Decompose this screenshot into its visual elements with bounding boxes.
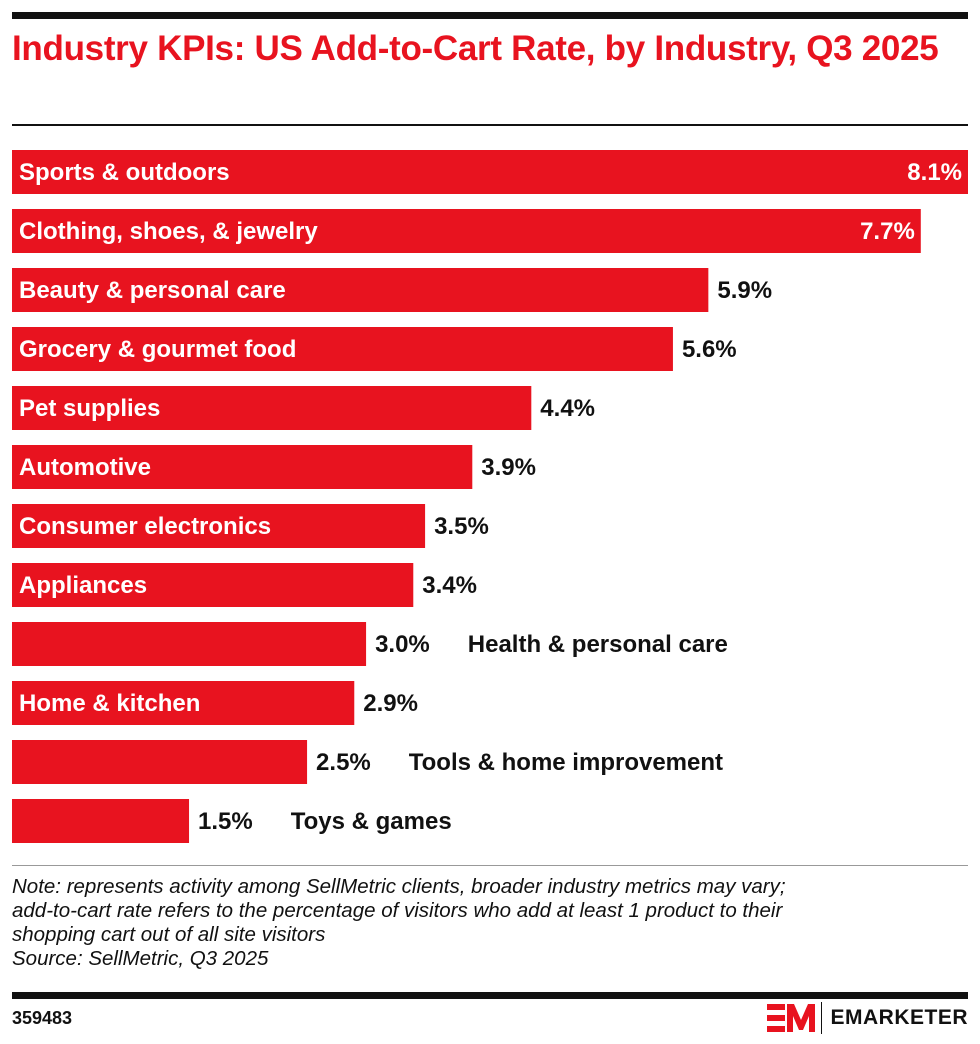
category-label: Tools & home improvement	[409, 749, 723, 776]
bar	[12, 209, 921, 253]
logo-separator	[821, 1002, 823, 1034]
value-label: 3.9%	[481, 454, 536, 481]
bottom-rule	[12, 992, 968, 999]
brand-name: EMARKETER	[830, 1006, 968, 1029]
category-label: Grocery & gourmet food	[19, 336, 296, 363]
value-label: 3.0%	[375, 631, 430, 658]
bar	[12, 740, 308, 784]
category-label: Home & kitchen	[19, 690, 200, 717]
value-label: 2.9%	[363, 690, 418, 717]
category-label: Automotive	[19, 454, 151, 481]
category-label: Pet supplies	[19, 395, 160, 422]
category-label: Consumer electronics	[19, 513, 271, 540]
emarketer-logo: EMARKETER	[767, 1002, 968, 1034]
note-line: shopping cart out of all site visitors	[12, 923, 326, 946]
value-label: 1.5%	[198, 808, 253, 835]
source-line: Source: SellMetric, Q3 2025	[12, 947, 269, 970]
top-rule	[12, 12, 968, 19]
title-divider	[12, 124, 968, 126]
bar	[12, 445, 473, 489]
chart-title: Industry KPIs: US Add-to-Cart Rate, by I…	[12, 29, 939, 68]
bar	[12, 622, 367, 666]
bar	[12, 150, 968, 194]
bar	[12, 268, 709, 312]
em-logo-icon	[767, 1004, 816, 1032]
bar	[12, 799, 190, 843]
value-label: 7.7%	[860, 218, 915, 245]
category-label: Appliances	[19, 572, 147, 599]
bar-chart: 8.1% Sports & outdoors 7.7% Clothing, shoes…	[12, 150, 968, 843]
category-label: Clothing, shoes, & jewelry	[19, 218, 318, 245]
note-divider	[12, 865, 968, 866]
note-line: Note: represents activity among SellMetr…	[12, 875, 786, 898]
chart-id: 359483	[12, 1008, 73, 1028]
category-label: Beauty & personal care	[19, 277, 286, 304]
value-label: 5.9%	[717, 277, 772, 304]
bar	[12, 504, 426, 548]
value-label: 3.4%	[422, 572, 477, 599]
bar	[12, 327, 673, 371]
bar	[12, 386, 532, 430]
category-label: Health & personal care	[468, 631, 728, 658]
value-label: 2.5%	[316, 749, 371, 776]
value-label: 8.1%	[907, 159, 962, 186]
category-label: Sports & outdoors	[19, 159, 230, 186]
value-label: 4.4%	[540, 395, 595, 422]
bar	[12, 681, 355, 725]
category-label: Toys & games	[291, 808, 452, 835]
bar	[12, 563, 414, 607]
value-label: 3.5%	[434, 513, 489, 540]
note-line: add-to-cart rate refers to the percentag…	[12, 899, 783, 922]
value-label: 5.6%	[682, 336, 737, 363]
chart-note: Note: represents activity among SellMetr…	[12, 875, 968, 971]
